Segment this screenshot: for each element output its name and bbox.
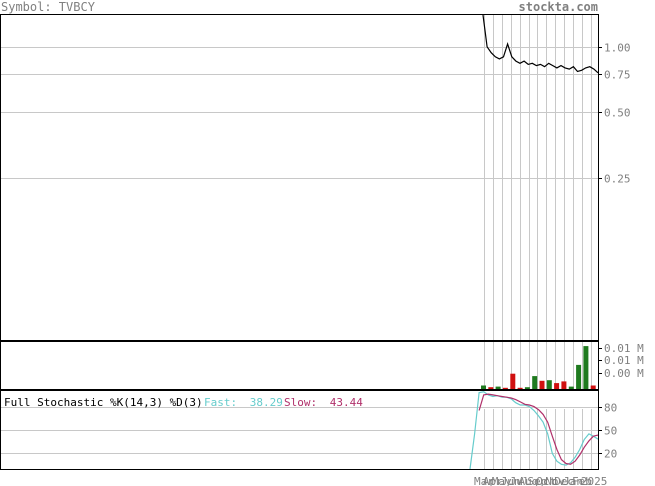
price-tick-label: 0.50 bbox=[604, 107, 631, 120]
x-tick-label: Feb bbox=[572, 475, 592, 486]
volume-bars bbox=[481, 342, 596, 389]
price-tick-label: 0.75 bbox=[604, 69, 631, 82]
stochastic-tick-label: 80 bbox=[604, 402, 617, 415]
slow-label: Slow: bbox=[284, 396, 317, 409]
stochastic-panel-frame bbox=[0, 390, 599, 470]
volume-bar bbox=[532, 376, 538, 389]
stochastic-tick-label: 20 bbox=[604, 448, 617, 461]
x-tick-label: Mar bbox=[474, 475, 494, 486]
volume-bar bbox=[488, 387, 494, 389]
x-tick-label: Jan bbox=[563, 475, 583, 486]
stochastic-legend: Full Stochastic %K(14,3) %D(3) Fast: 38.… bbox=[4, 396, 363, 409]
x-tick-label: Jul bbox=[510, 475, 530, 486]
x-tick-label: Dec bbox=[554, 475, 574, 486]
x-tick-label: May bbox=[492, 475, 512, 486]
symbol-label: Symbol: TVBCY bbox=[1, 0, 96, 14]
volume-bar bbox=[583, 346, 589, 389]
site-label: stockta.com bbox=[519, 0, 598, 14]
price-tick-labels: 1.00 0.75 0.50 0.25 bbox=[598, 42, 631, 186]
x-tick-label: Nov bbox=[545, 475, 565, 486]
stochastic-tick-label: 50 bbox=[604, 425, 617, 438]
stochastic-slow-line bbox=[478, 393, 599, 465]
stochastic-tick-labels: 80 50 20 bbox=[598, 402, 617, 461]
x-tick-label: Oct bbox=[536, 475, 556, 486]
volume-tick-label: 0.00 M bbox=[604, 367, 644, 380]
price-panel-frame bbox=[0, 14, 599, 341]
volume-bar bbox=[546, 380, 552, 389]
x-tick-label: 2025 bbox=[581, 475, 608, 486]
volume-bar bbox=[539, 380, 545, 389]
fast-label: Fast: bbox=[204, 396, 237, 409]
stochastic-title: Full Stochastic %K(14,3) %D(3) bbox=[4, 396, 203, 409]
volume-bar bbox=[502, 387, 508, 389]
volume-bar bbox=[590, 385, 596, 389]
volume-tick-label: 0.01 M bbox=[604, 354, 644, 367]
slow-value: 43.44 bbox=[330, 396, 363, 409]
price-line bbox=[482, 14, 599, 74]
x-tick-label: Sep bbox=[527, 475, 547, 486]
volume-bar bbox=[510, 373, 516, 389]
volume-tick-labels: 0.01 M0.01 M0.00 M bbox=[598, 342, 644, 380]
volume-bar bbox=[517, 387, 523, 389]
volume-bar bbox=[568, 386, 574, 389]
volume-bar bbox=[576, 364, 582, 389]
x-tick-label: Aug bbox=[519, 475, 539, 486]
x-tick-label: Jun bbox=[501, 475, 521, 486]
stochastic-grid bbox=[1, 407, 598, 469]
price-grid bbox=[1, 15, 598, 340]
volume-bar bbox=[481, 385, 486, 389]
price-tick-label: 0.25 bbox=[604, 173, 631, 186]
x-tick-label: Apr bbox=[483, 475, 503, 486]
fast-value: 38.29 bbox=[250, 396, 283, 409]
price-tick-label: 1.00 bbox=[604, 42, 631, 55]
volume-bar bbox=[524, 387, 530, 389]
volume-bar bbox=[495, 386, 501, 389]
volume-bar bbox=[561, 381, 567, 389]
volume-tick-label: 0.01 M bbox=[604, 342, 644, 355]
volume-bar bbox=[554, 383, 560, 389]
volume-panel-frame bbox=[0, 341, 599, 390]
stochastic-fast-line bbox=[469, 391, 599, 470]
